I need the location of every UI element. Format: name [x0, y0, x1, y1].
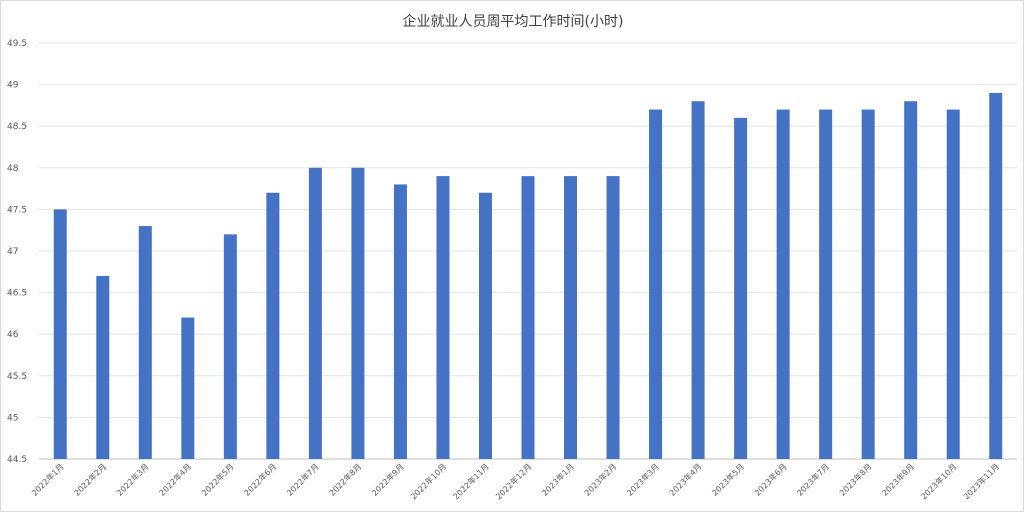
bars — [53, 92, 1003, 460]
x-tick-label: 2023年8月 — [837, 461, 873, 497]
x-tick-label: 2023年11月 — [961, 461, 1001, 501]
bar — [96, 275, 110, 459]
y-tick-label: 49 — [7, 81, 19, 91]
x-tick-label: 2023年3月 — [625, 461, 661, 497]
y-tick-label: 47 — [7, 247, 18, 257]
y-tick-label: 45.5 — [7, 372, 27, 382]
bar — [393, 184, 407, 459]
bar — [181, 317, 195, 459]
x-tick-label: 2022年4月 — [157, 461, 193, 497]
bar — [649, 109, 663, 459]
y-tick-label: 48.5 — [7, 122, 27, 132]
x-tick-label: 2022年6月 — [242, 461, 278, 497]
y-tick-label: 46.5 — [7, 289, 27, 299]
x-tick-label: 2023年9月 — [880, 461, 916, 497]
bar — [564, 176, 578, 459]
bar — [734, 117, 748, 459]
bar — [266, 192, 280, 459]
x-tick-label: 2023年5月 — [710, 461, 746, 497]
x-axis-tick-labels: 2022年1月 2022年2月 2022年3月 2022年4月 2022年5月 2022年… — [29, 461, 1001, 501]
bar — [478, 192, 492, 459]
bar — [946, 109, 960, 459]
x-tick-label: 2022年11月 — [451, 461, 491, 501]
x-tick-label: 2022年12月 — [493, 461, 533, 501]
bar — [436, 176, 450, 459]
bar — [691, 101, 705, 460]
y-tick-label: 47.5 — [7, 205, 27, 215]
y-tick-label: 45 — [7, 413, 18, 423]
x-tick-label: 2022年3月 — [114, 461, 150, 497]
bar — [989, 92, 1003, 460]
x-tick-label: 2022年7月 — [284, 461, 320, 497]
y-tick-label: 46 — [7, 330, 19, 340]
bar — [223, 234, 237, 459]
bar — [53, 209, 67, 459]
x-tick-label: 2023年4月 — [667, 461, 703, 497]
x-tick-label: 2022年8月 — [327, 461, 363, 497]
bar — [351, 167, 365, 460]
x-tick-label: 2023年6月 — [752, 461, 788, 497]
bar — [776, 109, 790, 459]
bar — [904, 101, 918, 460]
bar — [138, 226, 152, 459]
bar — [819, 109, 833, 459]
x-tick-label: 2023年7月 — [795, 461, 831, 497]
bar — [521, 176, 535, 459]
y-tick-label: 44.5 — [7, 455, 27, 465]
y-tick-label: 48 — [7, 164, 19, 174]
bar — [606, 176, 620, 459]
bar — [861, 109, 875, 459]
y-tick-label: 49.5 — [7, 39, 27, 49]
x-tick-label: 2022年2月 — [72, 461, 108, 497]
x-tick-label: 2022年1月 — [29, 461, 65, 497]
x-tick-label: 2022年10月 — [408, 461, 448, 501]
chart-title: 企业就业人员周平均工作时间(小时) — [402, 14, 624, 30]
x-tick-label: 2023年1月 — [540, 461, 576, 497]
x-tick-label: 2022年9月 — [369, 461, 405, 497]
y-axis-tick-labels: 44.5 45 45.5 46 46.5 47 47.5 48 48.5 49 49.5 — [7, 39, 27, 465]
x-tick-label: 2023年2月 — [582, 461, 618, 497]
x-tick-label: 2023年10月 — [919, 461, 959, 501]
bar — [308, 167, 322, 460]
x-tick-label: 2022年5月 — [199, 461, 235, 497]
